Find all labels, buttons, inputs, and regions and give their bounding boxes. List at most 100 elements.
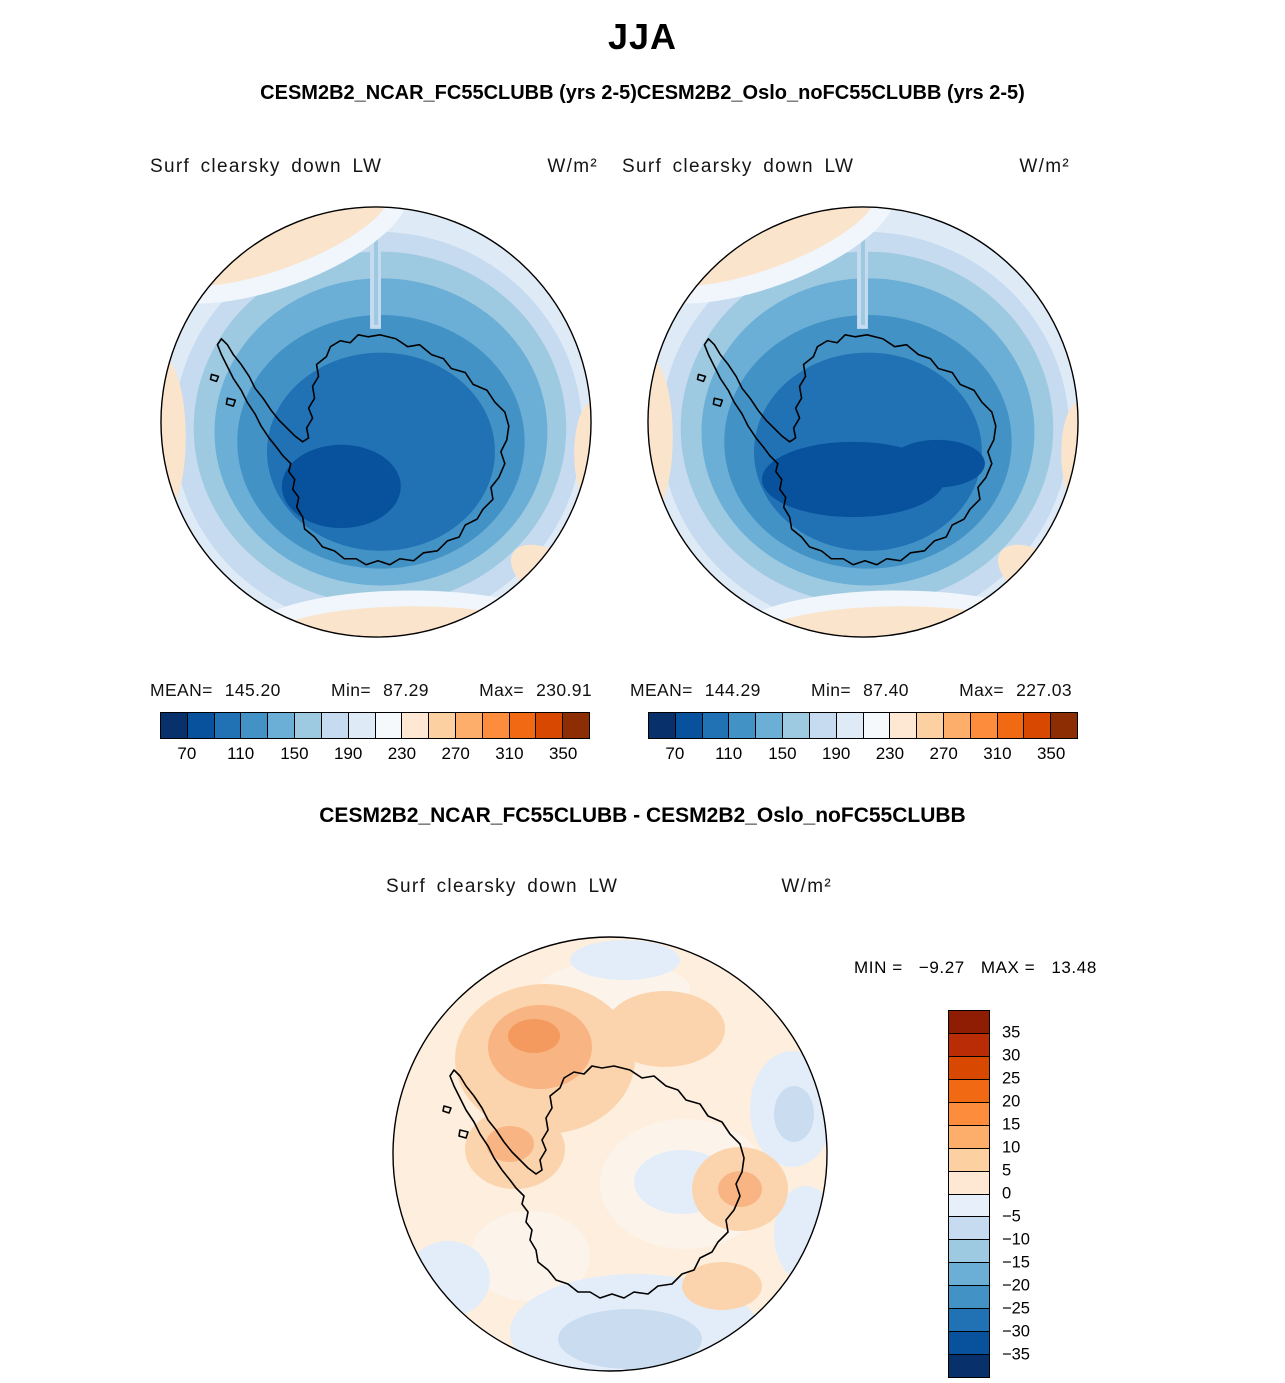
colorbar-tick-label: −30 <box>1002 1322 1030 1341</box>
colorbar-tick-label: 310 <box>495 744 524 763</box>
colorbar-cell <box>949 1240 989 1264</box>
diff-min-label: MIN = <box>854 958 903 977</box>
colorbar-cell <box>482 713 510 738</box>
diff-colorbar-ticks: 35 30 25 20 15 10 5 0 −5 −10 −15 −20 −25 −30 −35 <box>996 1010 1056 1378</box>
left-stat-mean: MEAN= 145.20 <box>150 680 281 701</box>
right-panel-units: W/m² <box>1019 156 1070 177</box>
colorbar-tick-label: 20 <box>1002 1092 1021 1111</box>
colorbar-cell <box>241 713 269 738</box>
colorbar-cell <box>890 713 918 738</box>
colorbar-tick-label: 15 <box>1002 1115 1021 1134</box>
colorbar-tick-label: 230 <box>387 744 417 763</box>
diff-max-value: 13.48 <box>1051 958 1097 977</box>
colorbar-cell <box>729 713 757 738</box>
left-stat-min: Min= 87.29 <box>331 680 429 701</box>
colorbar-cell <box>1024 713 1052 738</box>
colorbar-tick-label: 270 <box>929 744 958 763</box>
colorbar-cell <box>997 713 1025 738</box>
colorbar-tick-label: 110 <box>715 744 743 763</box>
colorbar-cell <box>949 1079 989 1103</box>
colorbar-tick-label: −35 <box>1002 1345 1030 1364</box>
colorbar-cell <box>949 1194 989 1218</box>
colorbar-tick-label: 110 <box>227 744 255 763</box>
colorbar-cell <box>949 1286 989 1310</box>
map-right <box>647 206 1079 638</box>
colorbar-cell <box>783 713 810 738</box>
right-panel-var-label: Surf clearsky down LW <box>622 156 855 177</box>
diff-colorbar <box>948 1010 990 1378</box>
colorbar-cell <box>1051 713 1077 738</box>
right-colorbar <box>648 712 1078 739</box>
colorbar-cell <box>268 713 296 738</box>
colorbar-cell <box>455 713 483 738</box>
diff-panel-units: W/m² <box>781 876 832 897</box>
left-stats: MEAN= 145.20 Min= 87.29 Max= 230.91 <box>150 680 592 701</box>
left-panel-var-label: Surf clearsky down LW <box>150 156 383 177</box>
colorbar-tick-label: 10 <box>1002 1138 1021 1157</box>
map-diff-contour-fills <box>393 937 827 1371</box>
colorbar-cell <box>429 713 456 738</box>
figure-title: JJA <box>607 16 678 57</box>
colorbar-cell <box>187 713 215 738</box>
left-max-label: Max= <box>479 680 525 700</box>
colorbar-tick-label: 70 <box>665 744 685 763</box>
left-colorbar-ticks: 70 110 150 190 230 270 310 350 <box>160 744 590 766</box>
map-left <box>160 206 592 638</box>
colorbar-tick-label: 25 <box>1002 1069 1021 1088</box>
colorbar-cell <box>917 713 944 738</box>
colorbar-cell <box>949 1309 989 1333</box>
right-min-value: 87.40 <box>863 680 909 700</box>
colorbar-tick-label: −25 <box>1002 1299 1030 1318</box>
colorbar-cell <box>295 713 322 738</box>
colorbar-tick-label: 150 <box>280 744 309 763</box>
colorbar-cell <box>809 713 837 738</box>
colorbar-cell <box>949 1171 989 1195</box>
colorbar-cell <box>949 1033 989 1057</box>
colorbar-cell <box>863 713 891 738</box>
colorbar-tick-label: −5 <box>1002 1207 1021 1226</box>
colorbar-cell <box>375 713 403 738</box>
colorbar-cell <box>949 1011 989 1034</box>
left-max-value: 230.91 <box>536 680 592 700</box>
colorbar-tick-label: 70 <box>177 744 197 763</box>
colorbar-tick-label: 150 <box>768 744 797 763</box>
right-max-label: Max= <box>959 680 1005 700</box>
map-left-contour-fills <box>160 206 592 638</box>
right-stat-max: Max= 227.03 <box>959 680 1072 701</box>
right-mean-label: MEAN= <box>630 680 693 700</box>
colorbar-tick-label: 270 <box>441 744 470 763</box>
colorbar-cell <box>943 713 971 738</box>
colorbar-cell <box>949 1056 989 1080</box>
left-mean-value: 145.20 <box>224 680 281 700</box>
diff-min-value: −9.27 <box>918 958 965 977</box>
colorbar-cell <box>970 713 998 738</box>
colorbar-tick-label: −20 <box>1002 1276 1030 1295</box>
colorbar-tick-label: 35 <box>1002 1023 1021 1042</box>
colorbar-cell <box>348 713 376 738</box>
colorbar-cell <box>675 713 703 738</box>
colorbar-cell <box>509 713 537 738</box>
colorbar-cell <box>949 1332 989 1356</box>
colorbar-tick-label: 310 <box>983 744 1012 763</box>
diff-minmax: MIN = −9.27 MAX = 13.48 <box>854 958 1097 978</box>
map-left-rim <box>160 206 592 638</box>
colorbar-cell <box>949 1263 989 1287</box>
right-panel-title: Surf clearsky down LW W/m² <box>622 156 1070 178</box>
colorbar-tick-label: −15 <box>1002 1253 1030 1272</box>
colorbar-cell <box>563 713 589 738</box>
colorbar-tick-label: 190 <box>333 744 363 763</box>
map-right-contour-fills <box>647 206 1079 638</box>
colorbar-tick-label: 30 <box>1002 1046 1021 1065</box>
colorbar-cell <box>321 713 349 738</box>
colorbar-tick-label: 190 <box>821 744 851 763</box>
map-right-rim <box>647 206 1079 638</box>
colorbar-cell <box>836 713 864 738</box>
left-min-label: Min= <box>331 680 372 700</box>
colorbar-cell <box>949 1355 989 1377</box>
right-stat-mean: MEAN= 144.29 <box>630 680 761 701</box>
colorbar-cell <box>161 713 188 738</box>
colorbar-cell <box>702 713 730 738</box>
diff-panel-var-label: Surf clearsky down LW <box>386 876 619 897</box>
colorbar-cell <box>402 713 430 738</box>
